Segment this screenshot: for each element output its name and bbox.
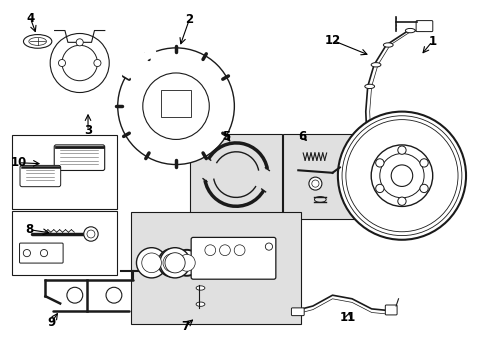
Bar bbox=[282, 134, 366, 219]
Text: 1: 1 bbox=[427, 35, 435, 48]
Circle shape bbox=[234, 245, 244, 256]
Circle shape bbox=[106, 287, 122, 303]
Bar bbox=[189, 134, 281, 219]
Text: 12: 12 bbox=[324, 34, 340, 47]
Circle shape bbox=[375, 184, 383, 193]
Circle shape bbox=[87, 230, 95, 238]
Text: 8: 8 bbox=[25, 223, 33, 236]
Circle shape bbox=[94, 59, 101, 67]
Circle shape bbox=[379, 153, 423, 198]
Circle shape bbox=[59, 59, 65, 67]
Circle shape bbox=[67, 287, 82, 303]
Text: 6: 6 bbox=[298, 130, 305, 143]
FancyBboxPatch shape bbox=[54, 145, 104, 171]
Circle shape bbox=[83, 227, 98, 241]
Bar bbox=[12, 135, 117, 209]
Ellipse shape bbox=[383, 43, 392, 47]
Circle shape bbox=[219, 245, 230, 256]
Circle shape bbox=[158, 249, 186, 277]
Circle shape bbox=[50, 33, 109, 93]
Text: 4: 4 bbox=[26, 12, 34, 24]
Circle shape bbox=[311, 180, 318, 187]
Circle shape bbox=[390, 165, 412, 186]
Circle shape bbox=[308, 177, 321, 190]
Circle shape bbox=[375, 159, 383, 167]
Ellipse shape bbox=[364, 84, 374, 89]
Text: 9: 9 bbox=[47, 316, 55, 329]
Circle shape bbox=[173, 250, 200, 276]
Circle shape bbox=[142, 253, 161, 273]
Bar bbox=[12, 211, 117, 275]
Ellipse shape bbox=[23, 35, 52, 48]
Text: 11: 11 bbox=[339, 311, 356, 324]
Circle shape bbox=[160, 248, 190, 278]
Circle shape bbox=[142, 73, 209, 139]
Text: 2: 2 bbox=[185, 13, 193, 26]
Circle shape bbox=[370, 145, 432, 206]
Circle shape bbox=[76, 39, 83, 46]
FancyBboxPatch shape bbox=[20, 243, 63, 263]
Ellipse shape bbox=[370, 63, 380, 67]
Circle shape bbox=[118, 48, 234, 165]
Ellipse shape bbox=[196, 286, 204, 290]
Circle shape bbox=[419, 184, 427, 193]
FancyBboxPatch shape bbox=[415, 21, 432, 32]
Circle shape bbox=[419, 159, 427, 167]
FancyBboxPatch shape bbox=[191, 237, 275, 279]
Circle shape bbox=[62, 45, 97, 81]
Circle shape bbox=[23, 249, 30, 257]
Circle shape bbox=[164, 253, 185, 273]
Circle shape bbox=[265, 243, 272, 250]
Text: 5: 5 bbox=[222, 130, 229, 143]
Circle shape bbox=[41, 249, 47, 257]
Text: 10: 10 bbox=[10, 156, 27, 169]
Circle shape bbox=[163, 254, 181, 272]
Bar bbox=[131, 212, 301, 324]
FancyBboxPatch shape bbox=[20, 165, 61, 187]
Circle shape bbox=[397, 197, 405, 205]
Circle shape bbox=[204, 245, 215, 256]
Circle shape bbox=[178, 255, 195, 271]
Text: 3: 3 bbox=[84, 124, 92, 137]
Circle shape bbox=[337, 112, 465, 240]
Circle shape bbox=[397, 146, 405, 154]
Ellipse shape bbox=[29, 37, 46, 45]
Ellipse shape bbox=[405, 28, 414, 33]
Bar bbox=[161, 90, 190, 117]
Text: 7: 7 bbox=[181, 320, 188, 333]
FancyBboxPatch shape bbox=[291, 308, 304, 316]
Ellipse shape bbox=[196, 302, 204, 306]
FancyBboxPatch shape bbox=[385, 305, 396, 315]
Circle shape bbox=[136, 248, 166, 278]
